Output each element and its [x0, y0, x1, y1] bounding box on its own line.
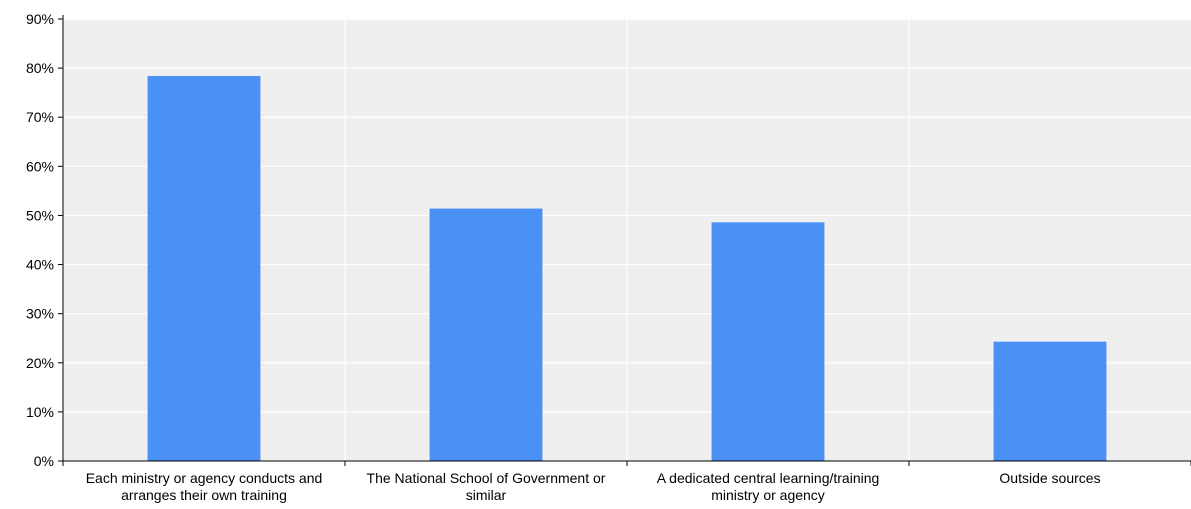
category-label: Outside sources	[999, 470, 1100, 486]
y-tick-label: 30%	[26, 306, 54, 322]
bars	[147, 75, 1107, 462]
y-tick-label: 90%	[26, 11, 54, 27]
bar	[993, 341, 1107, 461]
y-tick-label: 20%	[26, 355, 54, 371]
y-tick-label: 0%	[34, 453, 54, 469]
y-tick-label: 60%	[26, 158, 54, 174]
bar	[429, 208, 543, 461]
category-labels: Each ministry or agency conducts andarra…	[86, 470, 1101, 503]
axes	[58, 15, 1191, 466]
category-label: Each ministry or agency conducts and	[86, 470, 323, 486]
category-label: The National School of Government or	[367, 470, 606, 486]
bar	[711, 222, 825, 461]
y-tick-label: 40%	[26, 257, 54, 273]
category-label: ministry or agency	[711, 487, 825, 503]
y-tick-label: 50%	[26, 207, 54, 223]
y-tick-label: 80%	[26, 60, 54, 76]
y-tick-label: 10%	[26, 404, 54, 420]
category-label: similar	[466, 487, 507, 503]
y-tick-labels: 0% 10% 20% 30% 40% 50% 60% 70% 80% 90%	[26, 11, 54, 469]
category-label: arranges their own training	[121, 487, 287, 503]
category-label: A dedicated central learning/training	[657, 470, 880, 486]
bar	[147, 75, 261, 462]
y-tick-label: 70%	[26, 109, 54, 125]
